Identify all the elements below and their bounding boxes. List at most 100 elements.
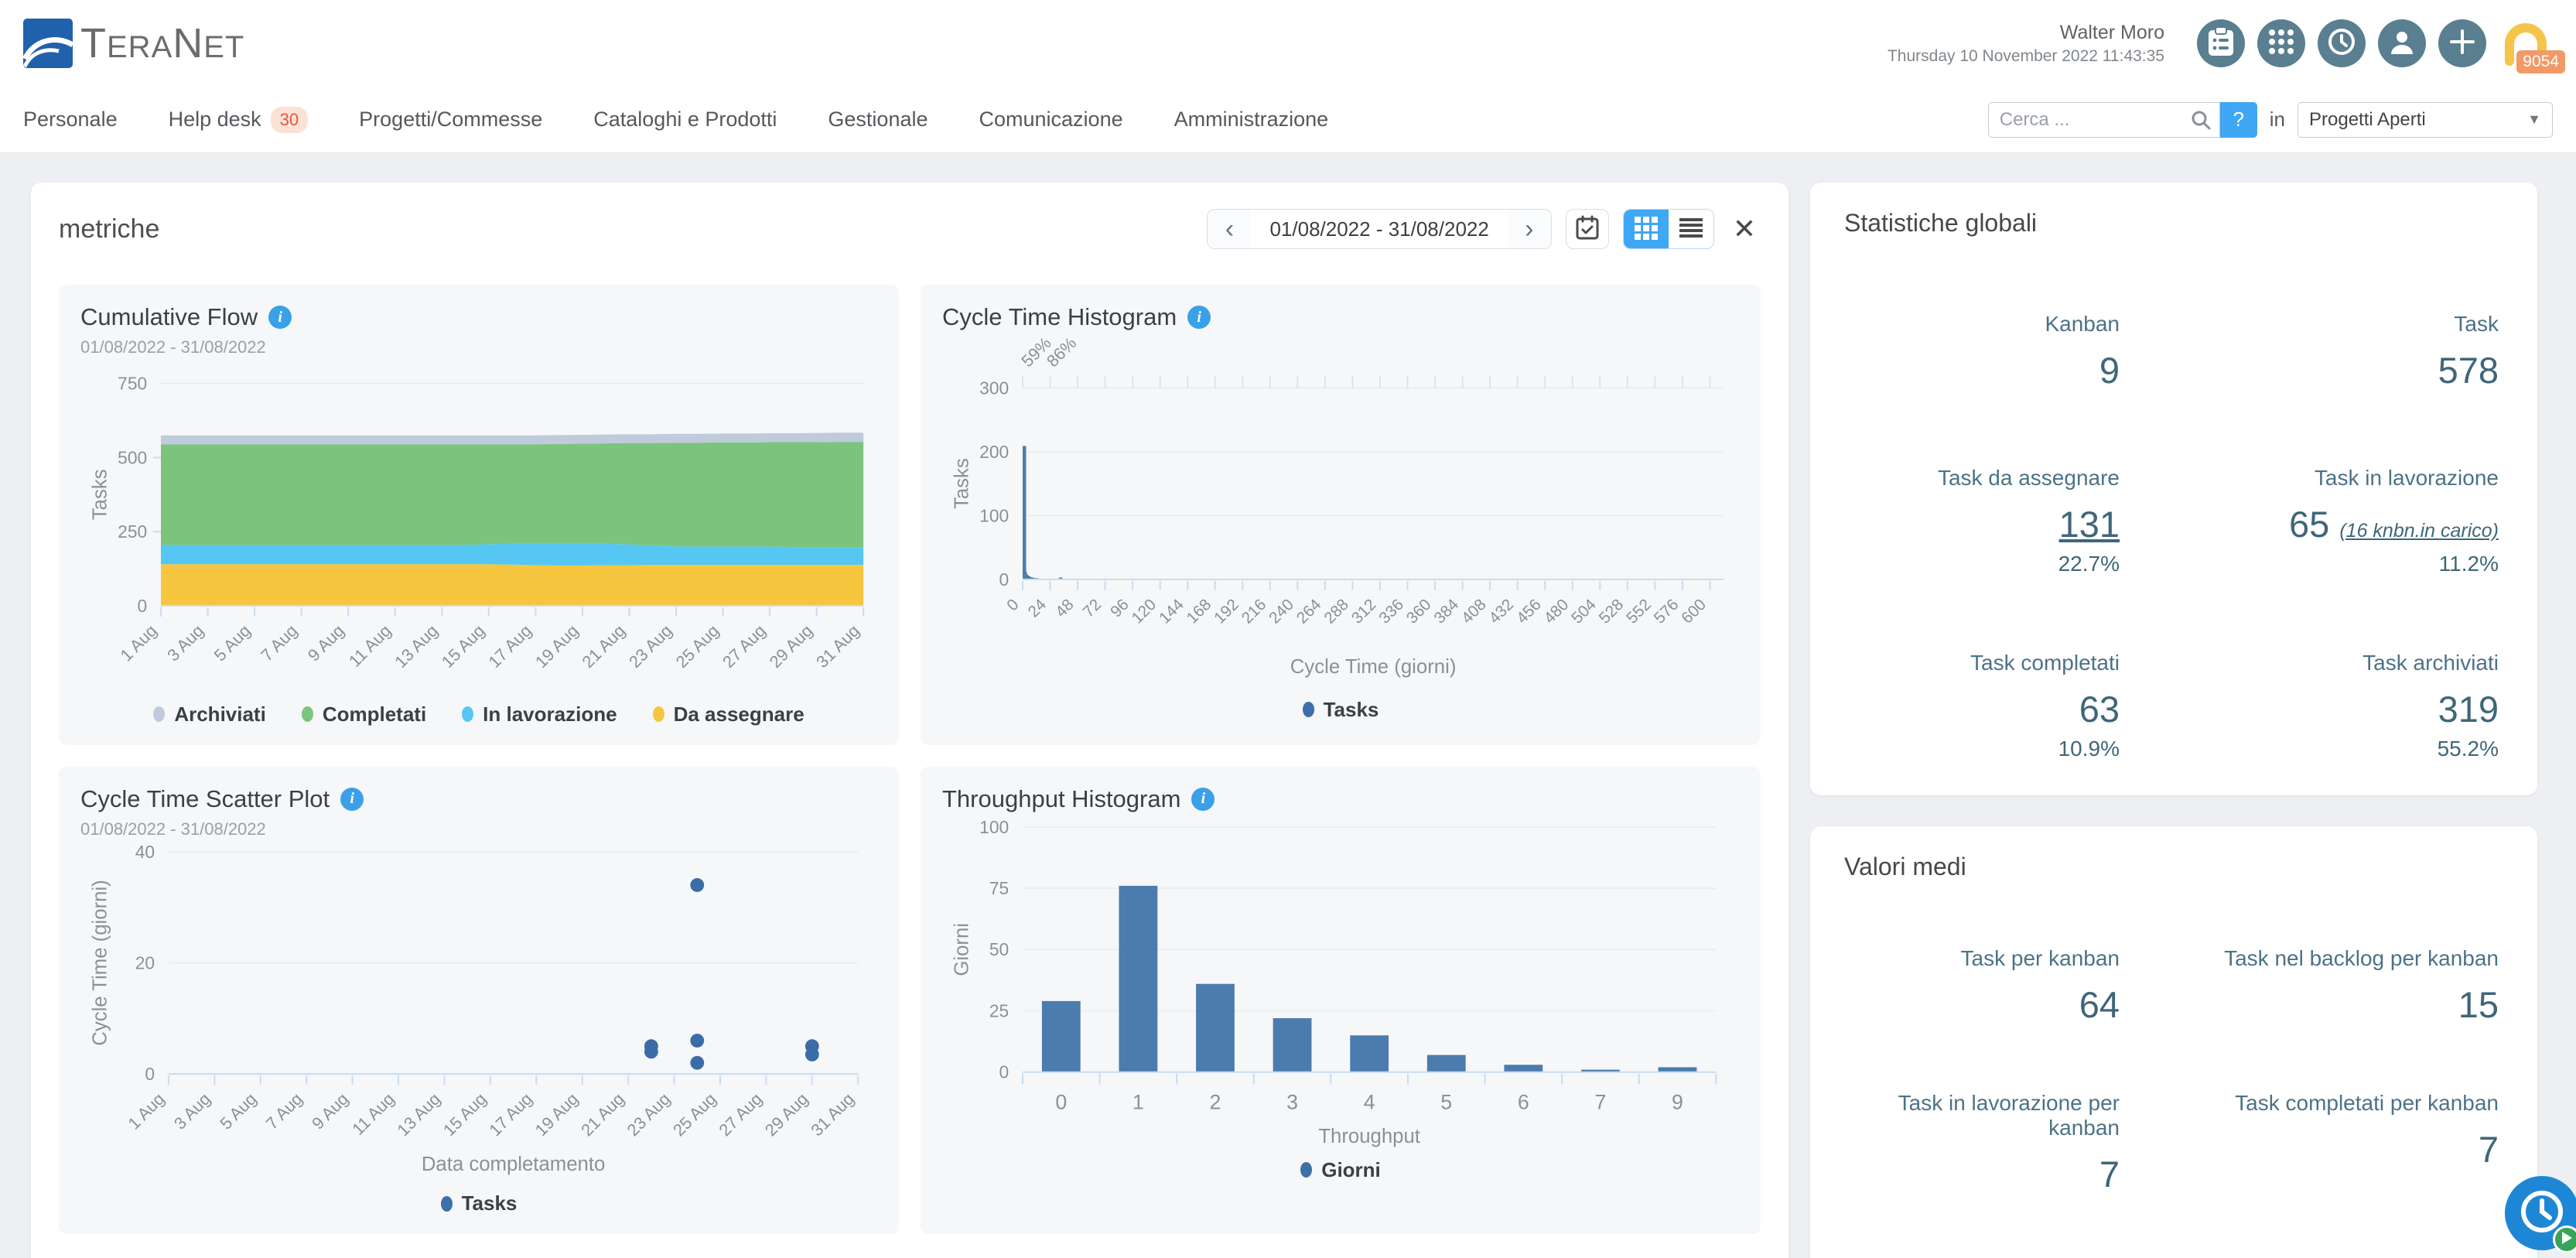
legend-item[interactable]: Giorni [1300, 1158, 1381, 1182]
nav-item-amministrazione[interactable]: Amministrazione [1174, 108, 1329, 131]
legend-dot-icon [462, 706, 474, 723]
nav-item-help-desk[interactable]: Help desk 30 [169, 106, 309, 133]
svg-text:120: 120 [1128, 596, 1160, 627]
info-icon[interactable]: i [340, 787, 364, 811]
apps-grid-icon [2268, 29, 2294, 59]
close-metrics-button[interactable]: ✕ [1732, 213, 1756, 244]
chevron-down-icon: ▼ [2527, 111, 2541, 127]
svg-text:23 Aug: 23 Aug [625, 620, 676, 672]
teranet-logo-text: TERANET [80, 20, 245, 67]
start-timer-button[interactable] [2553, 1226, 2576, 1253]
legend-item[interactable]: Tasks [440, 1191, 517, 1215]
svg-text:216: 216 [1238, 596, 1270, 627]
svg-text:576: 576 [1651, 596, 1683, 627]
svg-text:23 Aug: 23 Aug [624, 1089, 675, 1140]
svg-text:312: 312 [1348, 596, 1380, 627]
tasks-clipboard-button[interactable] [2197, 19, 2245, 67]
avg-task-backlog-per-kanban: Task nel backlog per kanban 15 [2224, 946, 2499, 1025]
legend-item[interactable]: Tasks [1302, 698, 1379, 722]
nav-item-personale[interactable]: Personale [23, 108, 118, 131]
legend-dot-icon [1302, 702, 1314, 717]
grid-view-button[interactable] [1623, 210, 1669, 248]
legend-dot-icon [153, 706, 166, 723]
svg-text:3 Aug: 3 Aug [163, 620, 207, 665]
search-scope-select[interactable]: Progetti Aperti ▼ [2298, 101, 2553, 138]
plus-icon [2449, 29, 2475, 59]
apps-menu-button[interactable] [2257, 19, 2305, 67]
svg-text:5 Aug: 5 Aug [210, 620, 255, 665]
svg-text:13 Aug: 13 Aug [393, 1089, 444, 1140]
svg-text:Data completamento: Data completamento [422, 1154, 605, 1175]
svg-text:384: 384 [1430, 596, 1462, 627]
svg-text:1 Aug: 1 Aug [124, 1089, 168, 1133]
nav-item-gestionale[interactable]: Gestionale [828, 108, 928, 131]
svg-text:9 Aug: 9 Aug [304, 620, 348, 665]
top-header: TERANET Walter Moro Thursday 10 November… [0, 0, 2576, 87]
nav-item-cataloghi-prodotti[interactable]: Cataloghi e Prodotti [593, 108, 777, 131]
calendar-button[interactable] [1565, 209, 1609, 249]
list-view-button[interactable] [1668, 210, 1713, 248]
legend-label: Archiviati [174, 702, 266, 726]
svg-text:240: 240 [1266, 596, 1297, 627]
chart-title: Throughput Histogram [942, 785, 1181, 812]
date-range-value[interactable]: 01/08/2022 - 31/08/2022 [1269, 217, 1489, 241]
calendar-check-icon [1576, 215, 1599, 244]
info-icon[interactable]: i [1187, 306, 1211, 329]
info-icon[interactable]: i [268, 306, 292, 329]
stat-task-in-lavorazione: Task in lavorazione 65 (16 knbn.in caric… [2289, 466, 2499, 576]
svg-text:750: 750 [118, 374, 147, 394]
svg-text:72: 72 [1080, 596, 1105, 621]
throughput-histogram-chart: 0 25 50 75 100 0 1 2 3 4 5 6 7 9 Throughput Giorni [951, 817, 1717, 1147]
global-stats-title: Statistiche globali [1844, 209, 2038, 237]
legend-item[interactable]: Completati [301, 702, 426, 726]
search-input[interactable] [1987, 101, 2220, 138]
next-period-button[interactable]: › [1507, 210, 1551, 248]
teranet-logo[interactable]: TERANET [23, 19, 244, 68]
legend-label: In lavorazione [483, 702, 617, 726]
nav-item-progetti-commesse[interactable]: Progetti/Commesse [359, 108, 543, 131]
svg-text:504: 504 [1568, 596, 1600, 627]
prev-period-button[interactable]: ‹ [1208, 210, 1252, 248]
throughput-histogram-panel: Throughput Histogram i 0 25 50 75 100 0 1 2 3 4 5 6… [921, 766, 1761, 1235]
notification-bell-icon [2499, 23, 2553, 73]
svg-text:264: 264 [1293, 596, 1325, 627]
legend-item[interactable]: Archiviati [153, 702, 266, 726]
svg-text:21 Aug: 21 Aug [577, 1089, 628, 1140]
svg-text:360: 360 [1403, 596, 1435, 627]
stat-task-archiviati: Task archiviati 319 55.2% [2362, 651, 2499, 761]
chart-title: Cycle Time Scatter Plot [80, 785, 330, 812]
svg-text:528: 528 [1596, 596, 1628, 627]
svg-text:0: 0 [999, 1061, 1009, 1082]
svg-text:0: 0 [145, 1064, 155, 1084]
nav-item-comunicazione[interactable]: Comunicazione [979, 108, 1123, 131]
notifications-button[interactable]: 9054 [2499, 16, 2565, 73]
svg-text:6: 6 [1518, 1090, 1529, 1113]
chart-title: Cumulative Flow [80, 303, 258, 330]
play-icon [2561, 1231, 2573, 1249]
search-help-button[interactable]: ? [2219, 101, 2257, 138]
svg-text:0: 0 [1055, 1090, 1067, 1113]
svg-text:Tasks: Tasks [90, 469, 111, 520]
svg-text:25 Aug: 25 Aug [669, 1089, 720, 1140]
task-da-assegnare-link[interactable]: 131 [2058, 504, 2120, 545]
help-desk-count-badge: 30 [270, 106, 309, 133]
legend-label: Da assegnare [673, 702, 805, 726]
chart-legend: Archiviati Completati In lavorazione Da ass… [80, 702, 877, 726]
add-button[interactable] [2438, 19, 2486, 67]
svg-text:7: 7 [1594, 1090, 1606, 1113]
legend-item[interactable]: Da assegnare [652, 702, 805, 726]
avg-task-per-kanban: Task per kanban 64 [1960, 946, 2120, 1025]
stat-task-completati: Task completati 63 10.9% [1970, 651, 2120, 761]
svg-text:50: 50 [989, 939, 1009, 959]
chart-subtitle: 01/08/2022 - 31/08/2022 [80, 819, 266, 839]
info-icon[interactable]: i [1191, 787, 1215, 811]
kanban-in-carico-link[interactable]: (16 knbn.in carico) [2339, 520, 2499, 542]
svg-text:9: 9 [1672, 1090, 1683, 1113]
history-button[interactable] [2318, 19, 2366, 67]
legend-item[interactable]: In lavorazione [462, 702, 617, 726]
profile-button[interactable] [2378, 19, 2426, 67]
svg-text:2: 2 [1210, 1090, 1221, 1113]
svg-text:0: 0 [1003, 596, 1022, 614]
